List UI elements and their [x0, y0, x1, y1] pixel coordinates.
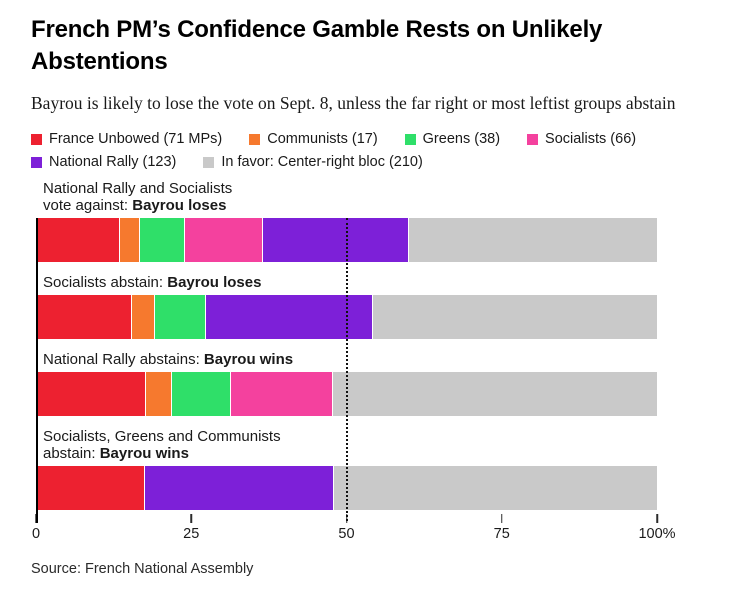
legend-item-greens: Greens (38)	[404, 131, 501, 147]
scenario-label: National Rally abstains: Bayrou wins	[36, 351, 657, 368]
scenario-row: Socialists, Greens and Communists abstai…	[36, 428, 657, 510]
legend-label: National Rally (123)	[49, 154, 177, 170]
bar-segment-center_right	[372, 295, 657, 339]
scenario-row: National Rally and Socialists vote again…	[36, 180, 657, 262]
bar-segment-communists	[145, 372, 172, 416]
x-axis-tick	[501, 514, 503, 523]
bar-segment-communists	[132, 295, 156, 339]
bar-segment-socialists	[185, 218, 264, 262]
legend-label: Socialists (66)	[545, 131, 637, 147]
legend-item-france_unbowed: France Unbowed (71 MPs)	[31, 131, 222, 147]
scenario-label: Socialists, Greens and Communists abstai…	[36, 428, 657, 462]
bar-segment-socialists	[230, 372, 333, 416]
legend-label: Greens (38)	[422, 131, 501, 147]
legend-swatch-center_right	[203, 156, 215, 168]
scenario-label-regular: National Rally and Socialists vote again…	[43, 180, 233, 214]
bar-segment-national_rally	[206, 295, 373, 339]
scenario-label-regular: Socialists abstain:	[43, 274, 168, 291]
legend-swatch-socialists	[527, 133, 539, 145]
x-axis-tick-label: 25	[183, 526, 200, 542]
legend-item-socialists: Socialists (66)	[527, 131, 636, 147]
legend-swatch-national_rally	[31, 156, 42, 168]
legend-item-national_rally: National Rally (123)	[31, 154, 176, 170]
chart: National Rally and Socialists vote again…	[32, 180, 676, 544]
chart-rows: National Rally and Socialists vote again…	[36, 180, 657, 510]
bar-segment-greens	[140, 218, 185, 262]
bar-segment-national_rally	[263, 218, 409, 262]
scenario-row: National Rally abstains: Bayrou wins	[36, 351, 657, 416]
bar-segment-france_unbowed	[36, 372, 146, 416]
scenario-label-outcome: Bayrou loses	[167, 274, 262, 291]
scenario-label: National Rally and Socialists vote again…	[36, 180, 657, 214]
bar-segment-national_rally	[145, 466, 335, 510]
bar-segment-center_right	[332, 372, 657, 416]
x-axis-tick-label: 50	[338, 526, 355, 542]
x-axis-tick-label: 100%	[638, 526, 676, 542]
scenario-label-outcome: Bayrou wins	[203, 351, 294, 368]
bar-segment-france_unbowed	[36, 466, 146, 510]
scenario-label-outcome: Bayrou loses	[132, 197, 227, 214]
x-axis-tick	[190, 514, 192, 523]
legend-label: In favor: Center-right bloc (210)	[221, 154, 423, 170]
legend-item-communists: Communists (17)	[249, 131, 378, 147]
legend-swatch-france_unbowed	[31, 133, 42, 145]
bar-segment-communists	[119, 218, 141, 262]
scenario-label-regular: Socialists, Greens and Communists abstai…	[43, 428, 281, 462]
bar-segment-france_unbowed	[36, 295, 133, 339]
page: French PM’s Confidence Gamble Rests on U…	[31, 16, 686, 577]
legend-label: France Unbowed (71 MPs)	[49, 131, 223, 147]
bar-segment-center_right	[334, 466, 657, 510]
legend-swatch-greens	[404, 133, 416, 145]
x-axis-tick-labels: 0 25 50 75 100%	[32, 526, 676, 544]
legend: France Unbowed (71 MPs) Communists (17) Gr…	[31, 131, 686, 170]
scenario-label-regular: National Rally abstains:	[43, 351, 204, 368]
bar-segment-greens	[155, 295, 207, 339]
x-axis-tick-label: 0	[31, 526, 41, 542]
scenario-label: Socialists abstain: Bayrou loses	[36, 274, 657, 291]
scenario-row: Socialists abstain: Bayrou loses	[36, 274, 657, 339]
bar-segment-france_unbowed	[36, 218, 120, 262]
scenario-label-outcome: Bayrou wins	[99, 445, 189, 462]
legend-swatch-communists	[249, 133, 261, 145]
page-title: French PM’s Confidence Gamble Rests on U…	[31, 16, 603, 75]
stacked-bar	[36, 372, 657, 416]
reference-line-50pct	[345, 218, 348, 521]
legend-label: Communists (17)	[267, 131, 378, 147]
x-axis-tick	[656, 514, 658, 523]
bar-segment-greens	[171, 372, 231, 416]
stacked-bar	[36, 218, 657, 262]
stacked-bar	[36, 295, 657, 339]
legend-item-center_right: In favor: Center-right bloc (210)	[203, 154, 423, 170]
page-subtitle: Bayrou is likely to lose the vote on Sep…	[31, 93, 676, 113]
source-note: Source: French National Assembly	[31, 561, 254, 577]
x-axis-tick-label: 75	[493, 526, 510, 542]
bar-segment-center_right	[408, 218, 657, 262]
stacked-bar	[36, 466, 657, 510]
y-axis-line	[36, 218, 38, 523]
